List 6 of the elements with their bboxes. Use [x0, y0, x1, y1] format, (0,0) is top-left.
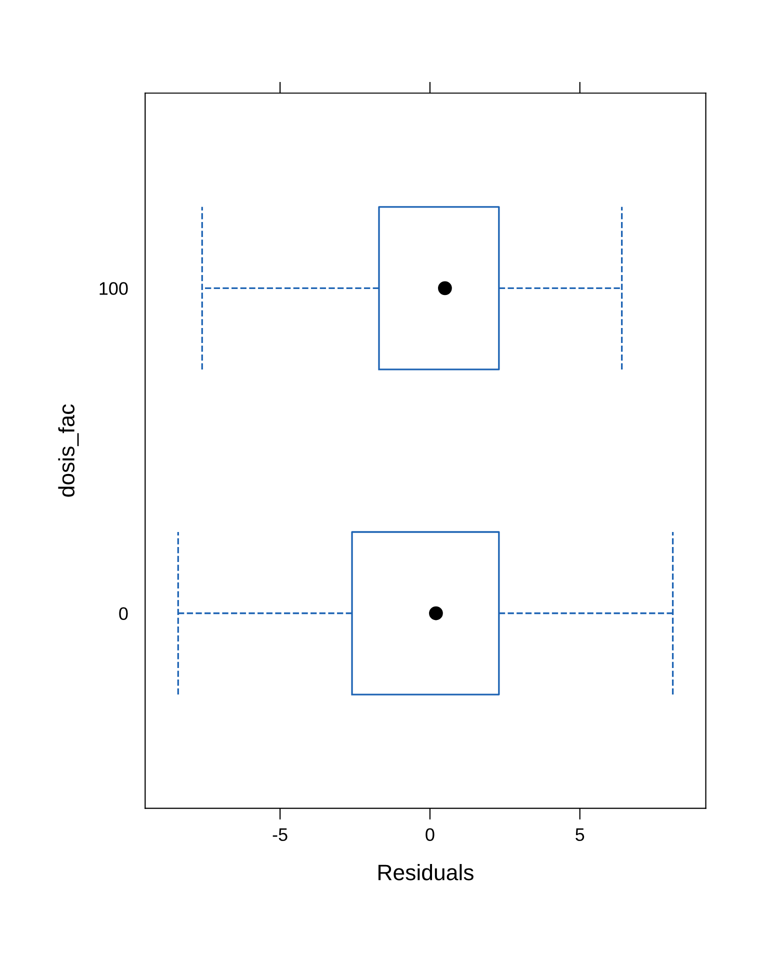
x-tick-label: 0: [426, 828, 434, 842]
x-tick-label: -5: [272, 828, 288, 842]
y-axis-title: dosis_fac: [58, 404, 79, 497]
x-tick-label: 5: [576, 828, 584, 842]
x-axis-title: Residuals: [378, 864, 474, 880]
y-tick-label: 100: [100, 282, 128, 295]
